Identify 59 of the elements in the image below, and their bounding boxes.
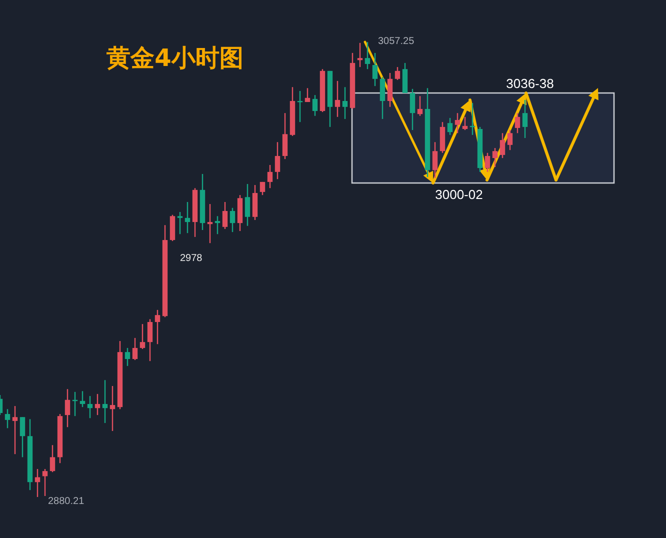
candlestick bbox=[94, 393, 100, 416]
annotation: 2880.21 bbox=[48, 496, 85, 507]
candlestick bbox=[462, 116, 468, 131]
candlestick bbox=[147, 318, 153, 362]
candlestick bbox=[110, 385, 116, 432]
candlestick bbox=[244, 183, 250, 226]
candlestick bbox=[170, 214, 176, 242]
candlestick bbox=[12, 405, 18, 455]
annotation: 3057.25 bbox=[378, 36, 415, 47]
candlestick bbox=[34, 468, 40, 498]
candlestick bbox=[387, 72, 393, 108]
candlestick bbox=[20, 416, 26, 458]
candlestick bbox=[432, 142, 438, 179]
candlestick bbox=[207, 203, 213, 244]
candlestick bbox=[214, 216, 220, 235]
candlestick bbox=[454, 112, 460, 134]
candlestick bbox=[417, 96, 423, 116]
candlestick bbox=[260, 181, 266, 196]
candlestick bbox=[154, 309, 160, 345]
candlestick bbox=[42, 468, 48, 497]
candlestick bbox=[4, 408, 10, 429]
candlestick bbox=[402, 62, 408, 94]
candlestick bbox=[80, 390, 86, 408]
candlestick bbox=[267, 164, 273, 189]
candlestick bbox=[282, 112, 288, 160]
candlestick bbox=[304, 88, 310, 103]
candlestick bbox=[410, 88, 416, 131]
candlestick bbox=[342, 86, 348, 120]
candlestick bbox=[484, 152, 490, 173]
candlestick bbox=[334, 80, 340, 118]
candlestick bbox=[252, 184, 258, 221]
candlestick bbox=[492, 147, 498, 168]
candlestick bbox=[102, 379, 108, 424]
candlestick bbox=[522, 99, 528, 139]
candlestick bbox=[222, 201, 228, 230]
candlestick bbox=[184, 201, 190, 234]
annotation: 3000-02 bbox=[435, 187, 483, 202]
candlestick bbox=[64, 388, 70, 428]
candlestick bbox=[87, 395, 93, 419]
candlestick bbox=[132, 337, 138, 361]
candlestick bbox=[140, 323, 146, 350]
candlestick bbox=[500, 132, 506, 159]
candlestick bbox=[50, 444, 56, 473]
chart-title: 黄金4小时图 bbox=[106, 44, 244, 72]
candlestick bbox=[364, 41, 370, 70]
candlestick bbox=[357, 42, 363, 68]
candlestick bbox=[177, 211, 183, 235]
candlestick bbox=[124, 347, 130, 367]
candlestick bbox=[372, 52, 378, 87]
candlestick bbox=[394, 66, 400, 81]
candlestick bbox=[274, 142, 280, 180]
candlestick bbox=[514, 112, 520, 134]
candlestick bbox=[312, 94, 318, 116]
candlestick bbox=[507, 129, 513, 151]
candlestick bbox=[447, 117, 453, 136]
annotation: 2978 bbox=[180, 253, 203, 264]
annotation: 3036-38 bbox=[506, 76, 554, 91]
candlestick bbox=[230, 207, 236, 233]
candlestick bbox=[380, 76, 386, 120]
